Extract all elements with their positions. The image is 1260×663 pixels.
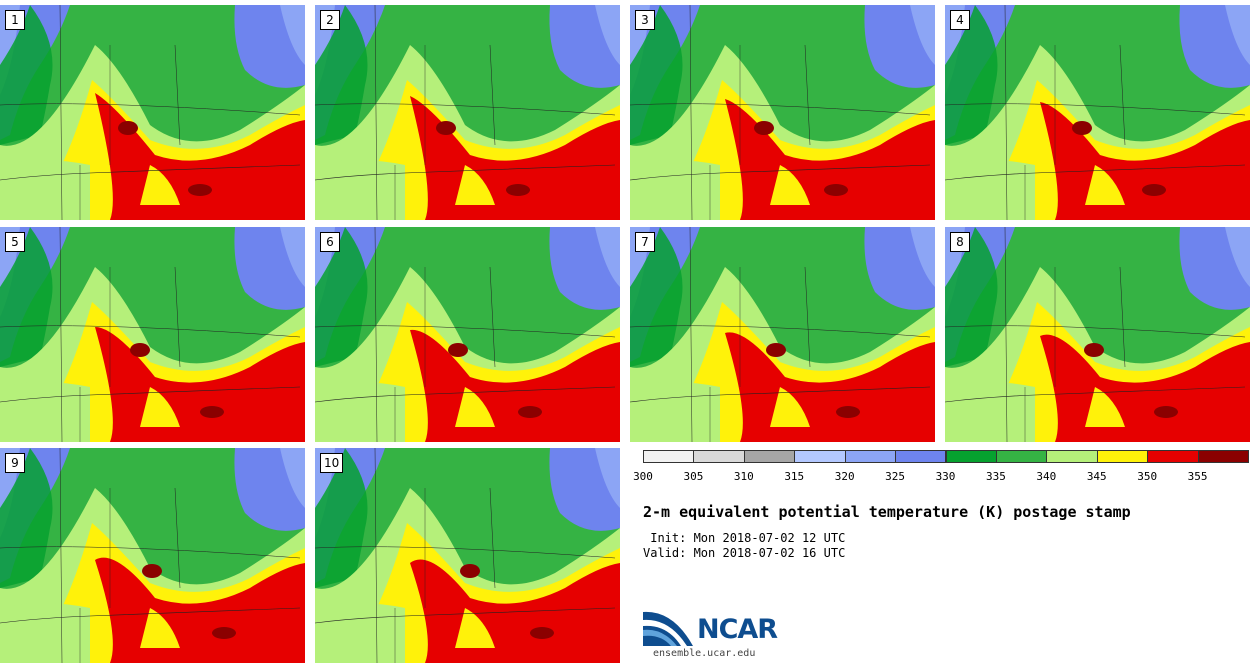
logo-url: ensemble.ucar.edu xyxy=(653,648,756,659)
colorbar-tick-label: 350 xyxy=(1137,470,1158,483)
colorbar-tick-label: 310 xyxy=(733,470,754,483)
colorbar-segment xyxy=(1197,450,1249,463)
colorbar-tick-label: 305 xyxy=(683,470,704,483)
colorbar-segment xyxy=(895,450,947,463)
colorbar-tick-label: 330 xyxy=(935,470,956,483)
ensemble-member-panel: 4 xyxy=(945,5,1250,220)
ensemble-member-panel: 1 xyxy=(0,5,305,220)
colorbar-tick-label: 325 xyxy=(885,470,906,483)
colorbar-segment xyxy=(1096,450,1149,463)
ncar-logo: NCAR ensemble.ucar.edu xyxy=(643,606,793,662)
ensemble-member-panel: 3 xyxy=(630,5,935,220)
colorbar-tick-label: 355 xyxy=(1187,470,1208,483)
ensemble-member-panel: 8 xyxy=(945,227,1250,442)
colorbar-tick-label: 335 xyxy=(985,470,1006,483)
colorbar-segment xyxy=(693,450,745,463)
ncar-logo-swoosh-icon xyxy=(643,611,693,646)
ensemble-member-panel: 10 xyxy=(315,448,620,663)
colorbar-tick-label: 345 xyxy=(1086,470,1107,483)
member-number-label: 5 xyxy=(5,232,25,252)
colorbar-segment xyxy=(1046,450,1098,463)
colorbar-segment xyxy=(995,450,1048,463)
member-number-label: 6 xyxy=(320,232,340,252)
ensemble-member-panel: 7 xyxy=(630,227,935,442)
colorbar-segment xyxy=(743,450,796,463)
colorbar-segment xyxy=(844,450,897,463)
init-time: Init: Mon 2018-07-02 12 UTC xyxy=(643,531,846,545)
valid-time: Valid: Mon 2018-07-02 16 UTC xyxy=(643,546,846,560)
figure-title: 2-m equivalent potential temperature (K)… xyxy=(643,503,1131,521)
ncar-logo-text: NCAR xyxy=(697,614,778,645)
member-number-label: 8 xyxy=(950,232,970,252)
colorbar xyxy=(643,450,1249,464)
member-number-label: 9 xyxy=(5,453,25,473)
ensemble-member-panel: 2 xyxy=(315,5,620,220)
member-number-label: 1 xyxy=(5,10,25,30)
member-number-label: 10 xyxy=(320,453,344,473)
ensemble-member-panel: 6 xyxy=(315,227,620,442)
colorbar-segment xyxy=(643,450,695,463)
member-number-label: 7 xyxy=(635,232,655,252)
member-number-label: 3 xyxy=(635,10,655,30)
member-number-label: 4 xyxy=(950,10,970,30)
colorbar-tick-label: 315 xyxy=(784,470,805,483)
colorbar-segment xyxy=(1147,450,1199,463)
colorbar-segment xyxy=(794,450,846,463)
member-number-label: 2 xyxy=(320,10,340,30)
colorbar-tick-label: 300 xyxy=(633,470,653,483)
ensemble-member-panel: 5 xyxy=(0,227,305,442)
ensemble-member-panel: 9 xyxy=(0,448,305,663)
colorbar-tick-label: 340 xyxy=(1036,470,1057,483)
colorbar-tick-label: 320 xyxy=(834,470,855,483)
colorbar-segment xyxy=(945,450,997,463)
